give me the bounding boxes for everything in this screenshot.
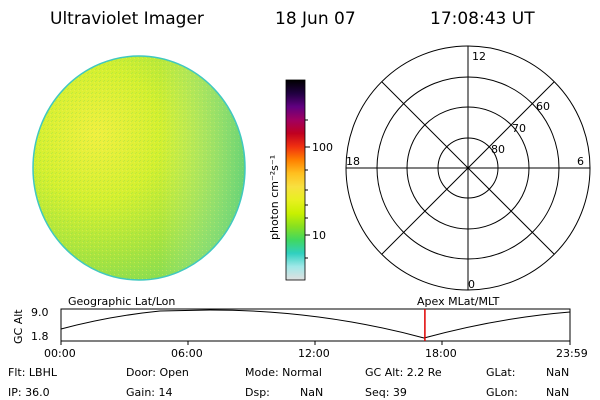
glon-value: NaN	[546, 386, 569, 399]
dsp-label: Dsp:	[245, 386, 270, 399]
colorbar-tick-10: 10	[312, 229, 326, 242]
status-footer: Flt: LBHL Door: Open Mode: Normal GC Alt…	[8, 366, 569, 399]
orbit-xtick-1800: 18:00	[425, 347, 457, 360]
orbit-xtick-0600: 06:00	[171, 347, 203, 360]
orbit-ylabel: GC Alt	[12, 309, 25, 344]
orbit-xtick-0000: 00:00	[44, 347, 76, 360]
filter-value: Flt: LBHL	[8, 366, 58, 379]
door-value: Door: Open	[126, 366, 189, 379]
mlt-label-12: 12	[472, 50, 486, 63]
seq-value: Seq: 39	[365, 386, 407, 399]
ip-value: IP: 36.0	[8, 386, 50, 399]
uv-image-disc	[32, 55, 246, 281]
mlt-label-18: 18	[346, 155, 360, 168]
mode-value: Mode: Normal	[245, 366, 322, 379]
glon-label: GLon:	[486, 386, 518, 399]
polar-plot: 12 18 6 0 60 70 80	[345, 45, 591, 291]
orbit-ytick-high: 9.0	[31, 306, 49, 319]
colorbar-tick-100: 100	[312, 141, 333, 154]
orbit-ytick-low: 1.8	[31, 330, 49, 343]
colorbar-bar	[285, 79, 306, 281]
lat-label-60: 60	[536, 100, 550, 113]
dsp-value: NaN	[300, 386, 323, 399]
gc-alt-value: GC Alt: 2.2 Re	[365, 366, 442, 379]
orbit-left-title: Geographic Lat/Lon	[68, 295, 175, 308]
glat-value: NaN	[546, 366, 569, 379]
gain-value: Gain: 14	[126, 386, 173, 399]
colorbar: 100 10 photon cm⁻²s⁻¹	[268, 79, 333, 281]
mlt-label-0: 0	[468, 278, 475, 291]
mlt-label-6: 6	[577, 155, 584, 168]
orbit-right-title: Apex MLat/MLT	[417, 295, 500, 308]
orbit-plot: Geographic Lat/Lon Apex MLat/MLT 9.0 1.8…	[12, 295, 588, 360]
orbit-xtick-2359: 23:59	[556, 347, 588, 360]
date-label: 18 Jun 07	[275, 9, 356, 29]
instrument-title: Ultraviolet Imager	[50, 9, 204, 29]
lat-label-70: 70	[512, 122, 526, 135]
time-label: 17:08:43 UT	[430, 9, 535, 29]
orbit-xtick-1200: 12:00	[298, 347, 330, 360]
orbit-altitude-curve	[60, 309, 571, 339]
colorbar-unit-label: photon cm⁻²s⁻¹	[268, 155, 281, 240]
glat-label: GLat:	[486, 366, 515, 379]
lat-label-80: 80	[491, 143, 505, 156]
